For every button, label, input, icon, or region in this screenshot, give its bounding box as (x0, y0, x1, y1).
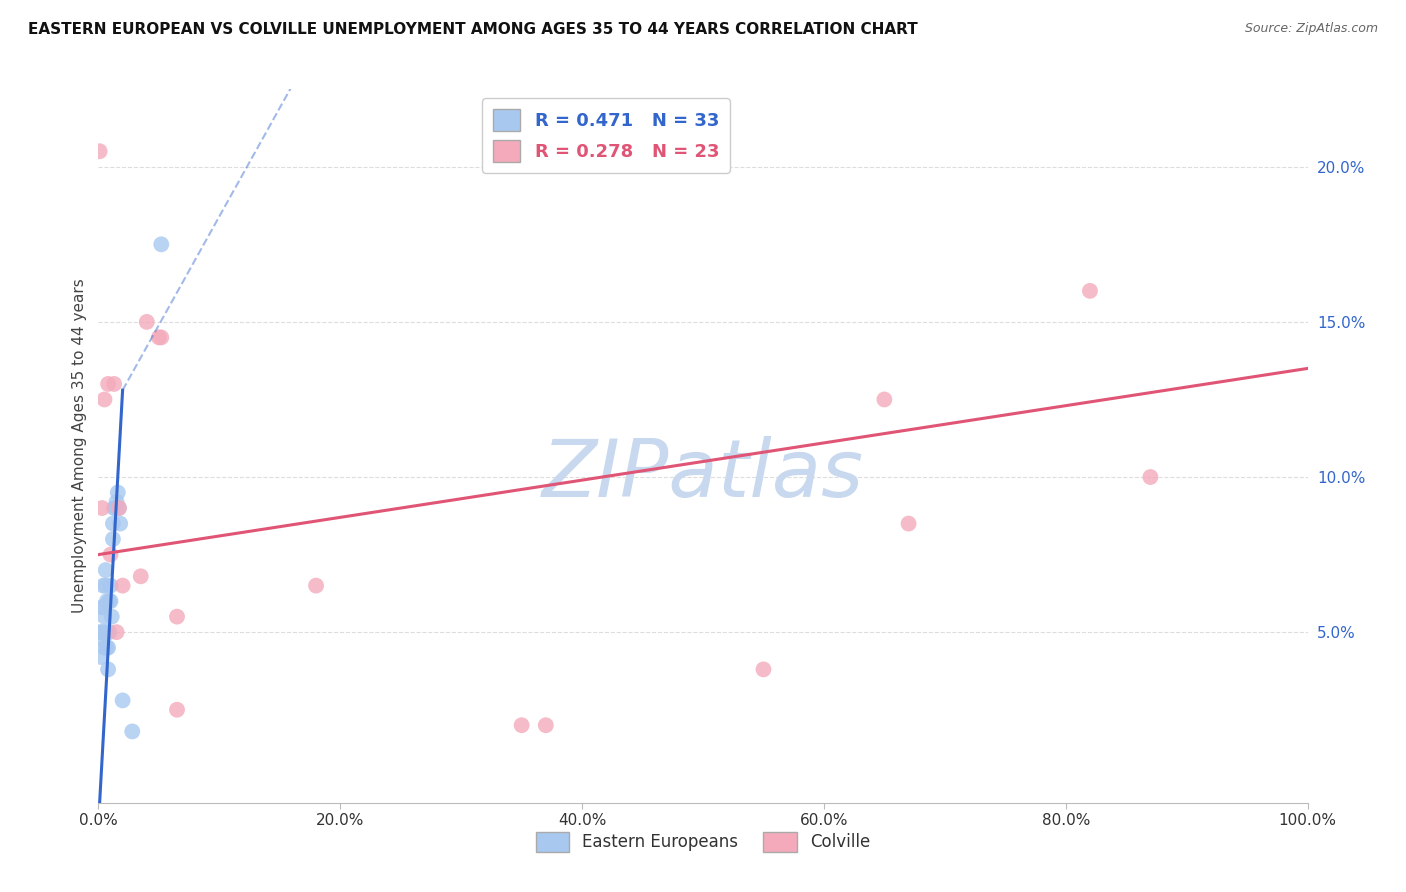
Point (98, 625, 121, 640)
Point (93, 625, 115, 640)
Point (111, 579, 134, 593)
Point (91, 600, 114, 615)
Point (100, 548, 122, 562)
Point (94, 563, 117, 577)
Point (121, 724, 143, 739)
Text: Source: ZipAtlas.com: Source: ZipAtlas.com (1244, 22, 1378, 36)
Point (101, 516, 124, 531)
Point (96, 625, 118, 640)
Point (93, 392, 115, 407)
Point (166, 703, 188, 717)
Point (166, 609, 188, 624)
Point (105, 495, 128, 509)
Point (89, 625, 111, 640)
Point (91, 625, 114, 640)
Point (1139, 470, 1161, 484)
Point (534, 718, 557, 732)
Point (97, 376, 120, 391)
Point (897, 516, 920, 531)
Point (90, 632, 112, 646)
Point (101, 532, 124, 546)
Y-axis label: Unemployment Among Ages 35 to 44 years: Unemployment Among Ages 35 to 44 years (72, 278, 87, 614)
Point (93, 609, 115, 624)
Point (90, 650, 112, 665)
Point (107, 485, 129, 500)
Point (111, 693, 134, 707)
Point (100, 594, 122, 608)
Point (97, 662, 120, 676)
Point (93, 640, 115, 655)
Point (108, 501, 131, 516)
Point (752, 662, 775, 676)
Point (1078, 284, 1101, 298)
Point (873, 392, 896, 407)
Point (94, 579, 117, 593)
Point (97, 640, 120, 655)
Point (96, 594, 118, 608)
Point (91, 501, 114, 516)
Point (135, 315, 157, 329)
Point (150, 237, 173, 252)
Point (108, 501, 131, 516)
Point (129, 569, 152, 583)
Point (108, 516, 131, 531)
Point (103, 376, 125, 391)
Point (150, 330, 173, 344)
Point (91, 600, 114, 615)
Point (98, 594, 121, 608)
Point (510, 718, 533, 732)
Point (105, 625, 128, 640)
Point (100, 609, 122, 624)
Point (305, 579, 328, 593)
Point (100, 579, 122, 593)
Point (89, 145, 111, 159)
Legend: Eastern Europeans, Colville: Eastern Europeans, Colville (529, 825, 877, 859)
Point (148, 330, 170, 344)
Point (91, 579, 114, 593)
Point (96, 640, 118, 655)
Point (103, 501, 125, 516)
Text: ZIPatlas: ZIPatlas (541, 435, 865, 514)
Text: EASTERN EUROPEAN VS COLVILLE UNEMPLOYMENT AMONG AGES 35 TO 44 YEARS CORRELATION : EASTERN EUROPEAN VS COLVILLE UNEMPLOYMEN… (28, 22, 918, 37)
Point (104, 501, 127, 516)
